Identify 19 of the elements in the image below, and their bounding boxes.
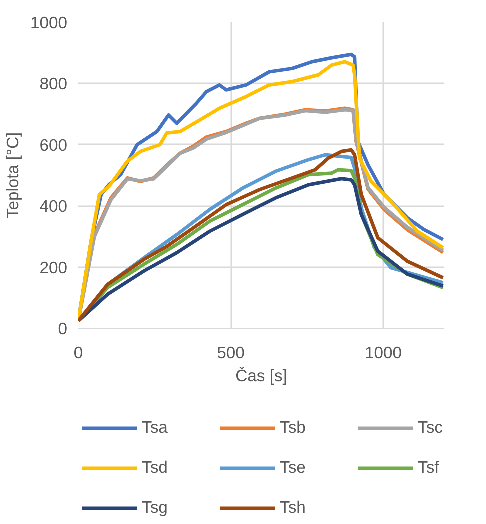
x-axis-title: Čas [s] xyxy=(236,366,288,386)
legend-label: Tsf xyxy=(418,458,440,478)
y-tick-label: 400 xyxy=(40,197,68,216)
legend-label: Tsh xyxy=(280,498,307,518)
legend-label: Tsg xyxy=(142,498,169,518)
legend-label: Tsb xyxy=(280,418,307,438)
y-tick-label: 1000 xyxy=(30,14,68,32)
x-tick-label: 500 xyxy=(217,344,245,362)
y-tick-label: 0 xyxy=(58,320,68,338)
y-axis-title: Teplota [°C] xyxy=(3,132,22,219)
y-tick-label: 200 xyxy=(40,258,68,278)
legend-label: Tsa xyxy=(142,418,169,438)
x-tick-label: 0 xyxy=(74,344,84,362)
legend-label: Tsd xyxy=(142,458,169,478)
legend-label: Tse xyxy=(280,458,307,478)
y-tick-label: 800 xyxy=(40,74,68,94)
y-tick-label: 600 xyxy=(40,136,68,155)
legend-label: Tsc xyxy=(418,418,444,438)
x-tick-label: 1000 xyxy=(364,344,402,362)
